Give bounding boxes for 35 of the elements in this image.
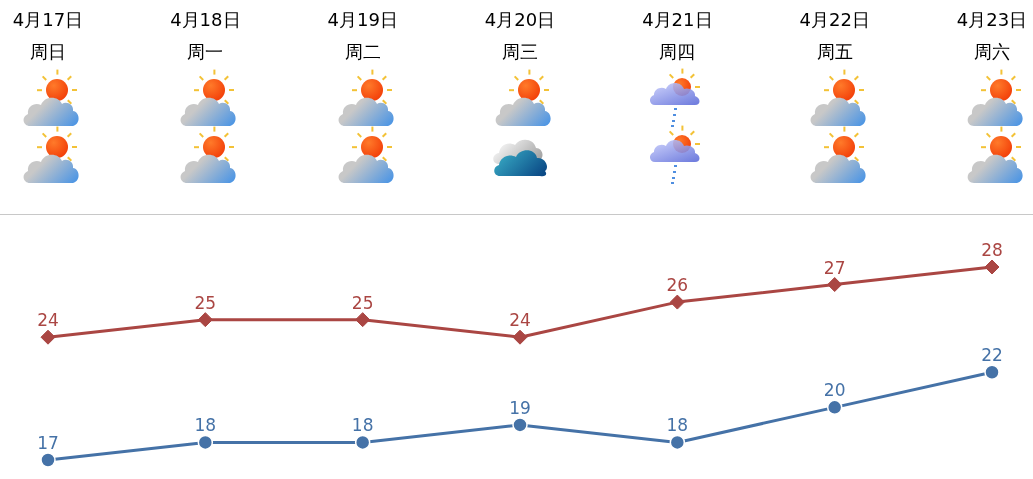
data-label: 17 — [37, 433, 59, 453]
point — [355, 312, 371, 328]
point — [40, 329, 56, 345]
point — [984, 364, 1000, 381]
point — [984, 259, 1000, 275]
data-label: 25 — [351, 292, 374, 313]
data-label: 19 — [509, 397, 531, 418]
data-label: 18 — [666, 415, 689, 436]
data-label: 24 — [37, 310, 59, 331]
point — [197, 434, 214, 451]
data-label: 18 — [194, 415, 217, 436]
x-tick-label: 4月19日周二 — [327, 9, 398, 62]
data-label: 25 — [194, 292, 217, 313]
point — [40, 452, 56, 468]
point — [669, 434, 686, 451]
point — [512, 417, 528, 433]
point — [669, 294, 685, 310]
point — [826, 399, 843, 416]
x-tick-label: 4月23日周六 — [956, 9, 1028, 62]
x-tick-label: 4月22日周五 — [799, 9, 870, 62]
x-tick-label: 4月17日周日 — [12, 9, 84, 62]
point — [512, 329, 528, 345]
point — [354, 434, 371, 451]
data-label: 28 — [981, 240, 1003, 260]
point — [197, 312, 213, 328]
data-label: 24 — [509, 310, 531, 331]
data-label: 20 — [823, 380, 846, 401]
x-tick-label: 4月21日周四 — [642, 9, 713, 62]
data-label: 26 — [666, 275, 689, 296]
point — [827, 277, 843, 293]
data-label: 18 — [351, 415, 374, 436]
data-label: 27 — [823, 257, 846, 278]
data-label: 22 — [981, 345, 1003, 366]
x-tick-label: 4月20日周三 — [484, 9, 556, 62]
x-tick-label: 4月18日周一 — [170, 9, 241, 62]
